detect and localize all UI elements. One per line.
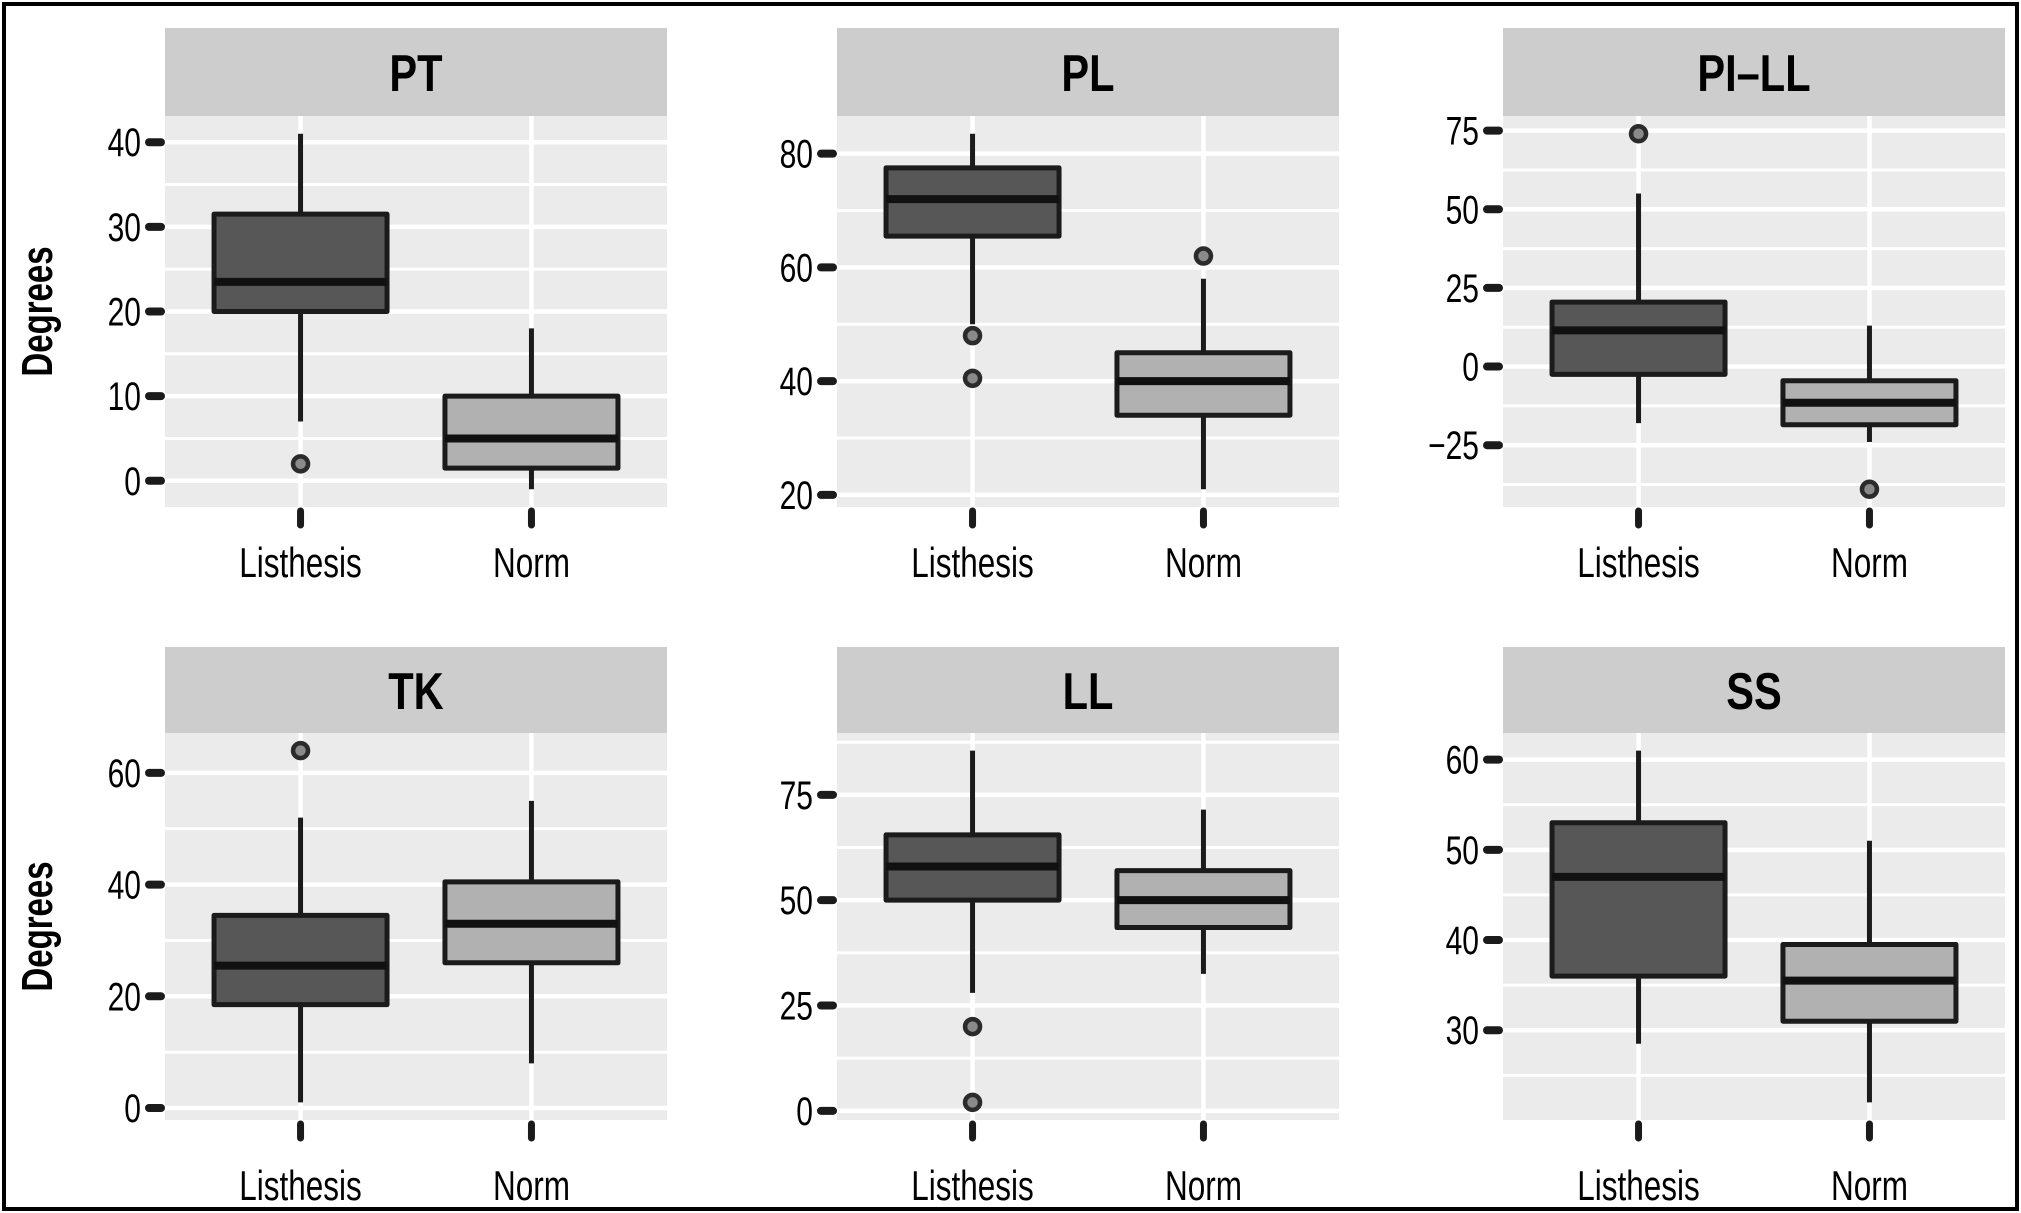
outlier-point xyxy=(1859,479,1880,499)
boxplot-norm xyxy=(1780,840,1959,1103)
y-tick-label: 20 xyxy=(108,975,141,1019)
x-axis-label-norm: Norm xyxy=(1831,1162,1908,1210)
box-norm xyxy=(442,393,621,471)
outlier-point xyxy=(290,454,311,474)
y-tick-label: 60 xyxy=(108,752,141,796)
boxplot-norm xyxy=(442,800,621,1064)
outlier-point xyxy=(1628,124,1649,144)
y-axis-title: Degrees xyxy=(14,246,63,376)
y-tick-label: 30 xyxy=(1446,1009,1479,1053)
y-tick-label: 0 xyxy=(124,1087,141,1131)
y-tick-label: 80 xyxy=(780,133,813,177)
boxplot-listhesis xyxy=(883,133,1062,389)
y-tick-label: 60 xyxy=(780,246,813,290)
box-listhesis xyxy=(211,211,390,314)
y-tick-label: 20 xyxy=(780,474,813,518)
y-tick-label: 40 xyxy=(108,121,141,165)
boxplot-norm xyxy=(1114,246,1293,490)
y-tick-label: 0 xyxy=(1462,345,1479,389)
y-tick-label: 30 xyxy=(108,206,141,250)
y-tick-label: 10 xyxy=(108,375,141,419)
facet-title: SS xyxy=(1726,662,1781,721)
y-tick-label: 40 xyxy=(1446,919,1479,963)
boxplot-norm xyxy=(1114,809,1293,974)
x-axis-label-norm: Norm xyxy=(493,539,570,587)
facet-strip xyxy=(165,28,667,116)
y-tick-label: 0 xyxy=(124,460,141,504)
facet-strip xyxy=(837,28,1339,116)
facet-title: PT xyxy=(389,44,442,103)
x-axis-label-norm: Norm xyxy=(1831,539,1908,587)
y-axis-title: Degrees xyxy=(14,861,63,991)
facet-strip xyxy=(837,647,1339,733)
y-tick-label: 25 xyxy=(780,984,813,1028)
boxplot-listhesis xyxy=(211,740,390,1103)
facet-strip xyxy=(1503,647,2005,733)
y-tick-label: 75 xyxy=(780,774,813,818)
facet-title: PL xyxy=(1061,44,1114,103)
y-tick-label: 0 xyxy=(796,1090,813,1134)
y-tick-label: 40 xyxy=(780,360,813,404)
facet-title: PI–LL xyxy=(1697,44,1810,103)
y-tick-label: 50 xyxy=(780,879,813,923)
facet-title: TK xyxy=(388,662,443,721)
facet-tk: TK 0 20 40 60 Listhesis Norm Degrees xyxy=(14,647,667,1209)
x-axis-label-listhesis: Listhesis xyxy=(1577,539,1700,587)
outlier-point xyxy=(1193,246,1214,266)
x-axis-label-norm: Norm xyxy=(493,1162,570,1210)
y-tick-label: 40 xyxy=(108,864,141,908)
box-listhesis xyxy=(1549,820,1728,979)
facet-ss: SS 30 40 50 60 Listhesis Norm xyxy=(1446,647,2005,1209)
facet-pt: PT 0 10 20 30 40 Listhesis Norm Degrees xyxy=(14,28,667,586)
outlier-point xyxy=(962,1016,983,1037)
x-axis-label-listhesis: Listhesis xyxy=(239,1162,362,1210)
x-axis-label-norm: Norm xyxy=(1165,539,1242,587)
boxplot-listhesis xyxy=(1549,124,1728,424)
y-tick-label: 60 xyxy=(1446,739,1479,783)
facet-pl: PL 20 40 60 80 Listhesis Norm xyxy=(780,28,1339,586)
facet-strip xyxy=(165,647,667,733)
box-listhesis xyxy=(211,912,390,1008)
box-listhesis xyxy=(1549,299,1728,377)
x-axis-label-listhesis: Listhesis xyxy=(911,539,1034,587)
x-axis-label-listhesis: Listhesis xyxy=(1577,1162,1700,1210)
boxplot-listhesis xyxy=(211,133,390,474)
x-axis-label-listhesis: Listhesis xyxy=(911,1162,1034,1210)
facet-strip xyxy=(1503,28,2005,116)
facet-pill: PI–LL −25 0 25 50 75 Listhesis Norm xyxy=(1428,28,2005,586)
x-axis-label-listhesis: Listhesis xyxy=(239,539,362,587)
y-tick-label: 50 xyxy=(1446,829,1479,873)
facet-ll: LL 0 25 50 75 Listhesis Norm xyxy=(780,647,1339,1209)
boxplot-listhesis xyxy=(1549,750,1728,1044)
boxplot-norm xyxy=(1780,325,1959,499)
y-tick-label: 50 xyxy=(1446,188,1479,232)
y-tick-label: 20 xyxy=(108,290,141,334)
boxplot-listhesis xyxy=(883,750,1062,1113)
outlier-point xyxy=(962,368,983,389)
facet-title: LL xyxy=(1063,662,1114,721)
y-tick-label: 75 xyxy=(1446,110,1479,154)
y-tick-label: −25 xyxy=(1428,424,1479,468)
outlier-point xyxy=(962,1092,983,1113)
outlier-point xyxy=(290,740,311,761)
boxplot-norm xyxy=(442,328,621,490)
x-axis-label-norm: Norm xyxy=(1165,1162,1242,1210)
outlier-point xyxy=(962,325,983,346)
y-tick-label: 25 xyxy=(1446,267,1479,311)
